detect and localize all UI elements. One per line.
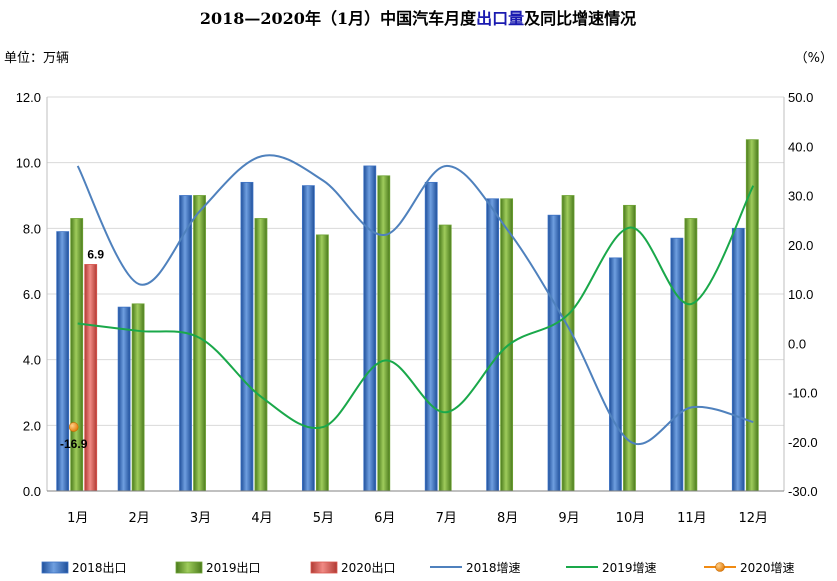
bar-2018出口 (240, 181, 254, 492)
category-label: 5月 (313, 511, 334, 526)
right-tick-label: -20.0 (788, 435, 818, 450)
bar-2019出口 (684, 218, 698, 492)
bar-2018出口 (670, 237, 684, 492)
legend-label: 2018出口 (72, 561, 127, 575)
bar-2018出口 (547, 214, 561, 492)
category-label: 12月 (739, 511, 769, 526)
category-label: 10月 (616, 511, 646, 526)
right-axis-ticks: -30.0 -20.0 -10.0 0.0 10.0 20.0 30.0 40.0 50.0 (788, 90, 818, 499)
legend-swatch-2018出口 (41, 561, 69, 574)
bar-2019出口 (315, 234, 329, 492)
category-label: 3月 (190, 511, 211, 526)
legend-label: 2019出口 (206, 561, 261, 575)
right-tick-label: 40.0 (788, 139, 813, 154)
growth-points (68, 422, 79, 432)
gridlines (47, 96, 784, 492)
legend-label: 2018增速 (466, 561, 521, 575)
chart-title: 2018—2020年（1月）中国汽车月度出口量及同比增速情况 (200, 9, 636, 28)
left-tick-label: 0.0 (23, 484, 41, 499)
line-2019增速 (77, 185, 755, 430)
left-axis-ticks: 0.0 2.0 4.0 6.0 8.0 10.0 12.0 (16, 90, 41, 499)
left-axis-unit: 单位：万辆 (4, 51, 69, 66)
left-tick-label: 12.0 (16, 90, 41, 105)
data-labels: 6.9 -16.9 (60, 247, 104, 451)
category-label: 7月 (436, 511, 457, 526)
left-tick-label: 10.0 (16, 156, 41, 171)
right-tick-label: 30.0 (788, 189, 813, 204)
left-tick-label: 8.0 (23, 221, 41, 236)
right-axis-unit: （%） (795, 51, 833, 66)
data-label: -16.9 (60, 437, 88, 451)
right-tick-label: 50.0 (788, 90, 813, 105)
legend-label: 2019增速 (602, 561, 657, 575)
bar-2018出口 (117, 306, 131, 492)
legend-swatch-2020出口 (310, 561, 338, 574)
line-2018增速 (76, 154, 754, 446)
bar-2018出口 (301, 185, 315, 492)
bar-2019出口 (561, 195, 575, 492)
bar-2019出口 (745, 139, 759, 492)
legend-swatch-point-2020增速 (715, 562, 725, 572)
bar-2019出口 (438, 224, 452, 492)
title-highlight: 出口量 (476, 9, 524, 28)
bar-2019出口 (500, 198, 514, 492)
category-label: 8月 (497, 511, 518, 526)
bar-2019出口 (377, 175, 391, 492)
right-tick-label: -30.0 (788, 484, 818, 499)
legend-swatch-2019出口 (175, 561, 203, 574)
right-tick-label: 0.0 (788, 336, 806, 351)
legend-label: 2020增速 (740, 561, 795, 575)
bar-2018出口 (56, 231, 70, 492)
bar-2018出口 (363, 165, 377, 492)
bar-2019出口 (623, 204, 636, 492)
category-label: 9月 (558, 511, 579, 526)
bar-2019出口 (254, 218, 268, 492)
point-2020增速 (68, 422, 79, 432)
category-label: 1月 (67, 511, 88, 526)
bars (56, 139, 759, 492)
data-label: 6.9 (87, 247, 104, 261)
right-tick-label: 20.0 (788, 238, 813, 253)
category-label: 6月 (374, 511, 395, 526)
category-label: 2月 (128, 511, 149, 526)
category-label: 4月 (251, 511, 272, 526)
left-tick-label: 6.0 (23, 287, 41, 302)
left-tick-label: 2.0 (23, 418, 41, 433)
x-axis: 1月 2月 3月 4月 5月 6月 7月 8月 9月 10月 11月 12月 (46, 97, 785, 526)
bar-2018出口 (486, 198, 500, 492)
category-label: 11月 (677, 511, 707, 526)
title-prefix: 2018—2020年（1月）中国汽车月度 (200, 9, 477, 28)
bar-2018出口 (424, 181, 438, 492)
growth-lines (76, 154, 755, 446)
legend-label: 2020出口 (341, 561, 396, 575)
legend: 2018出口 2019出口 2020出口 2018增速 2019增速 2020增速 (41, 561, 795, 575)
bar-2018出口 (609, 257, 622, 492)
bar-2020出口 (84, 264, 98, 492)
bar-2019出口 (193, 195, 206, 492)
left-tick-label: 4.0 (23, 353, 41, 368)
right-tick-label: -10.0 (788, 386, 818, 401)
right-tick-label: 10.0 (788, 287, 813, 302)
title-suffix: 及同比增速情况 (524, 9, 636, 28)
bar-2018出口 (731, 227, 745, 492)
